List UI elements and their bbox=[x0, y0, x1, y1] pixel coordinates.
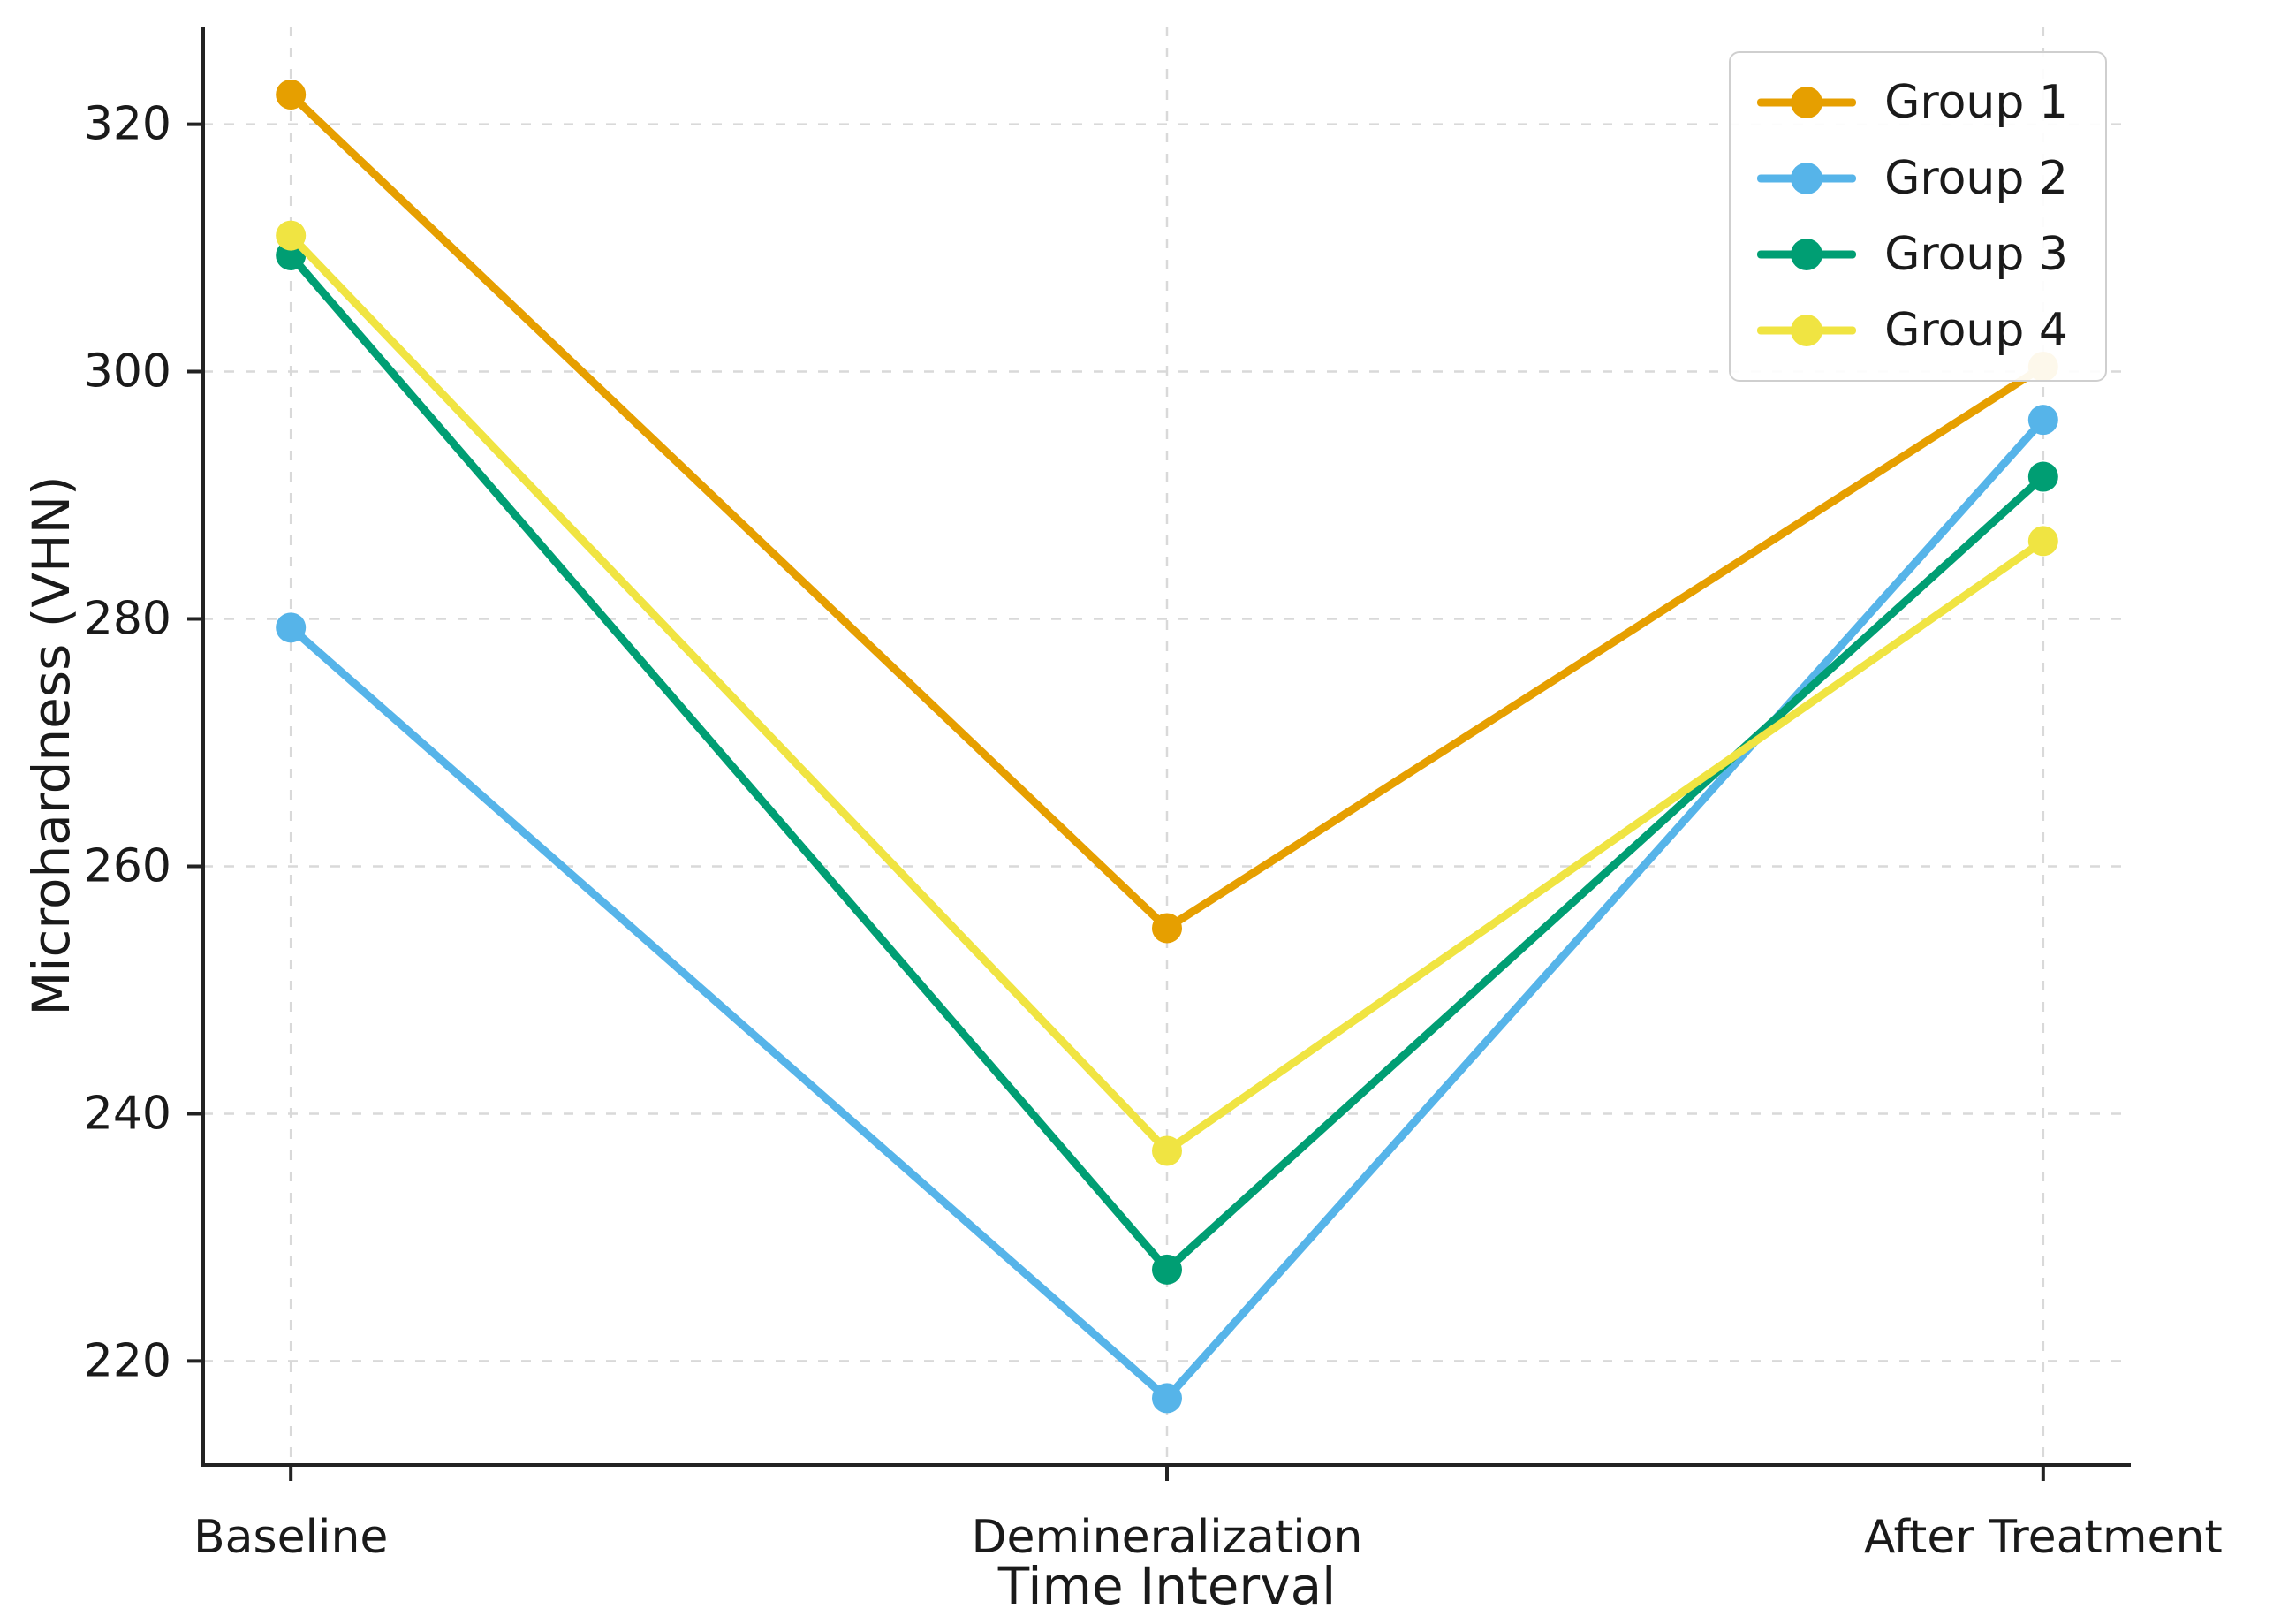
data-point-group-2 bbox=[1152, 1383, 1182, 1414]
data-point-group-1 bbox=[1152, 913, 1182, 944]
data-point-group-3 bbox=[1152, 1254, 1182, 1285]
legend-label: Group 1 bbox=[1884, 76, 2068, 129]
legend-item: Group 1 bbox=[1757, 76, 2068, 129]
x-axis-label: Time Interval bbox=[997, 1556, 1337, 1616]
y-tick-label: 300 bbox=[84, 345, 171, 398]
y-axis-label: Microhardness (VHN) bbox=[21, 475, 81, 1015]
legend-marker-dot bbox=[1791, 163, 1823, 194]
legend-item: Group 4 bbox=[1757, 304, 2068, 357]
legend-line-marker-icon bbox=[1757, 87, 1857, 118]
data-point-group-2 bbox=[276, 612, 307, 643]
legend-item: Group 2 bbox=[1757, 152, 2068, 205]
y-tick-label: 280 bbox=[84, 593, 171, 646]
data-point-group-4 bbox=[1152, 1135, 1182, 1166]
x-tick-label: After Treatment bbox=[1864, 1511, 2223, 1564]
legend-label: Group 2 bbox=[1884, 152, 2068, 205]
legend-line-marker-icon bbox=[1757, 315, 1857, 346]
legend-label: Group 3 bbox=[1884, 228, 2068, 281]
y-tick-label: 260 bbox=[84, 839, 171, 892]
y-tick-label: 320 bbox=[84, 98, 171, 151]
data-point-group-3 bbox=[2027, 461, 2058, 492]
legend-line-marker-icon bbox=[1757, 239, 1857, 270]
legend: Group 1 Group 2 Group 3 Group 4 bbox=[1729, 51, 2107, 382]
legend-marker-dot bbox=[1791, 87, 1823, 118]
legend-label: Group 4 bbox=[1884, 304, 2068, 357]
data-point-group-1 bbox=[276, 79, 307, 110]
y-tick-label: 240 bbox=[84, 1087, 171, 1140]
data-point-group-4 bbox=[276, 220, 307, 251]
legend-marker-dot bbox=[1791, 315, 1823, 346]
y-tick-label: 220 bbox=[84, 1334, 171, 1387]
legend-line-marker-icon bbox=[1757, 163, 1857, 194]
legend-marker-dot bbox=[1791, 239, 1823, 270]
series-line-group-2 bbox=[286, 415, 2048, 1402]
legend-item: Group 3 bbox=[1757, 228, 2068, 281]
x-tick-label: Demineralization bbox=[972, 1511, 1363, 1564]
data-point-group-4 bbox=[2027, 526, 2058, 557]
x-tick-label: Baseline bbox=[193, 1511, 388, 1564]
data-point-group-2 bbox=[2027, 405, 2058, 436]
